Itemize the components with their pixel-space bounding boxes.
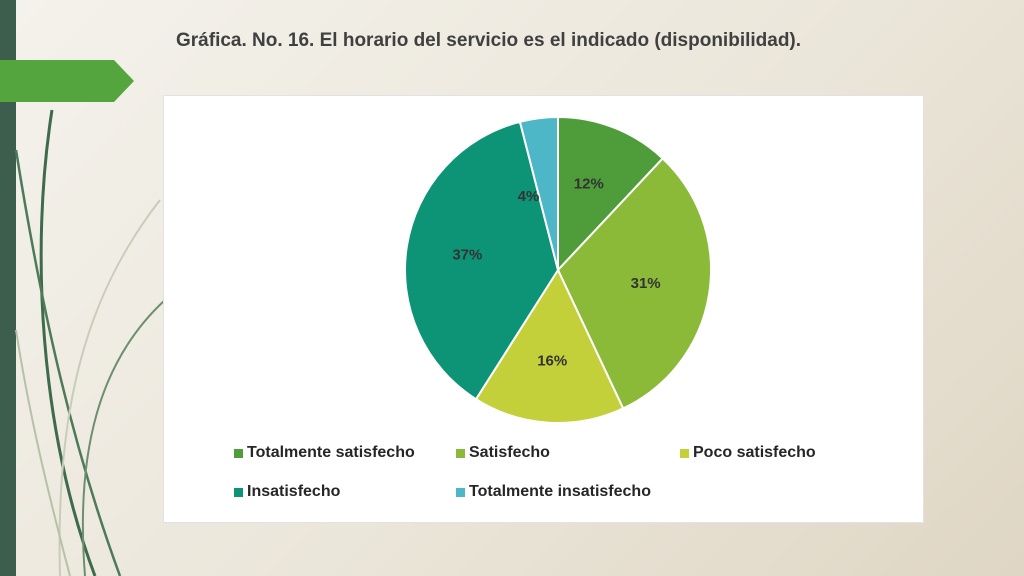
- legend-swatch: [456, 448, 465, 458]
- legend-label: Insatisfecho: [247, 483, 341, 500]
- data-label-satisfecho: 31%: [631, 275, 661, 292]
- data-label-totalmente-satisfecho: 12%: [574, 176, 604, 193]
- data-label-insatisfecho: 37%: [452, 247, 482, 264]
- pie-slice-poco-satisfecho: [474, 267, 625, 424]
- legend-swatch: [680, 448, 689, 458]
- legend-item-satisfecho: Satisfecho: [456, 444, 550, 462]
- legend-item-insatisfecho: Insatisfecho: [234, 483, 340, 501]
- data-label-totalmente-insatisfecho: 4%: [518, 188, 540, 205]
- chart-panel: 12% 31% 16% 37% 4% Totalmente satisfecho Sat…: [163, 95, 924, 523]
- legend-swatch: [456, 487, 465, 497]
- legend-label: Totalmente insatisfecho: [469, 483, 651, 500]
- left-accent-bar: [0, 0, 16, 576]
- pie-slice-totalmente-satisfecho: [557, 115, 665, 273]
- slide-title: Gráfica. No. 16. El horario del servicio…: [176, 30, 802, 51]
- legend-label: Totalmente satisfecho: [247, 444, 415, 461]
- pie-slice-satisfecho: [556, 157, 712, 410]
- legend-swatch: [234, 448, 243, 458]
- legend-swatch: [234, 487, 243, 497]
- legend-item-totalmente-satisfecho: Totalmente satisfecho: [234, 444, 415, 462]
- legend-label: Satisfecho: [469, 444, 550, 461]
- pie-slice-totalmente-insatisfecho: [518, 115, 559, 271]
- pie-chart: 12% 31% 16% 37% 4%: [404, 115, 712, 424]
- legend-item-totalmente-insatisfecho: Totalmente insatisfecho: [456, 483, 651, 501]
- pie-slice-insatisfecho: [404, 120, 560, 401]
- title-arrow-marker: [0, 60, 134, 102]
- decorative-curves: [14, 109, 166, 576]
- data-label-poco-satisfecho: 16%: [537, 353, 567, 370]
- legend-label: Poco satisfecho: [693, 444, 816, 461]
- legend-item-poco-satisfecho: Poco satisfecho: [680, 444, 816, 462]
